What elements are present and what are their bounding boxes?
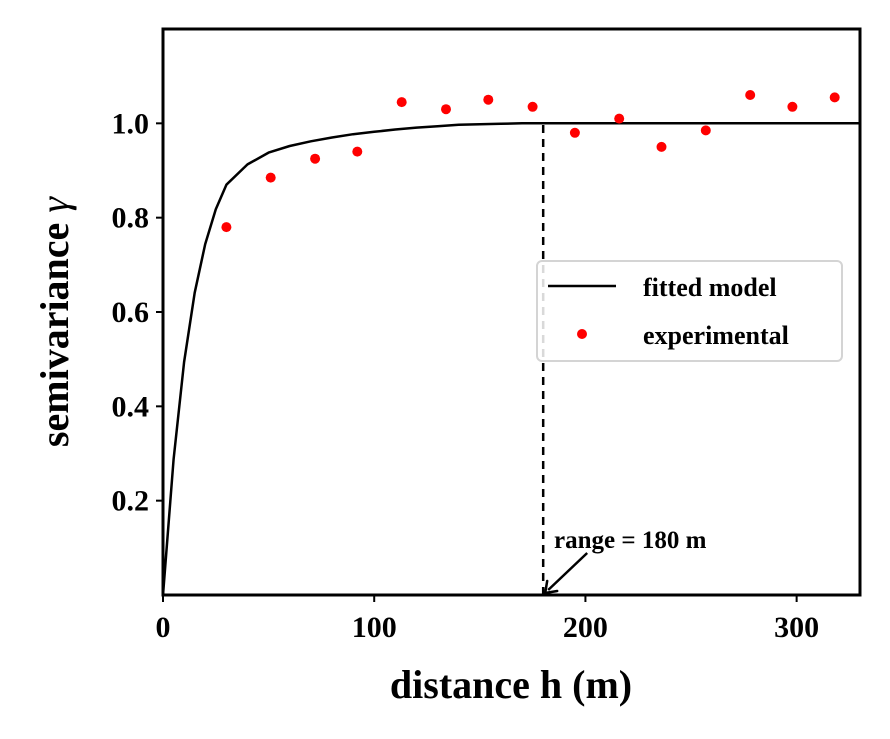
legend-marker-swatch [577,329,587,339]
experimental-point [483,94,494,105]
experimental-point [527,101,538,112]
y-axis-label-symbol: γ [32,196,77,213]
experimental-point [569,127,580,138]
range-annotation-arrowhead [543,579,559,595]
experimental-point [656,141,667,152]
legend: fitted model experimental [536,260,843,362]
y-tick-label: 0.2 [112,485,150,518]
experimental-point [700,125,711,136]
experimental-point [352,146,363,157]
experimental-point [396,97,407,108]
fitted-model-line [161,122,860,596]
legend-label-fitted-model: fitted model [643,273,777,302]
range-annotation-arrow [547,552,589,591]
experimental-point [441,104,451,115]
y-tick-label: 0.6 [112,296,150,329]
y-tick-label: 0.8 [112,202,150,235]
y-axis: 0.2 0.4 0.6 0.8 1.0 [112,107,163,518]
y-axis-label-text: semivariance [32,223,77,447]
y-tick-label: 0.4 [112,390,150,423]
experimental-point [787,101,798,112]
x-axis: 0 100 200 300 [156,595,819,644]
experimental-point [829,92,840,103]
x-axis-label: distance h (m) [390,662,632,707]
experimental-point [310,153,321,164]
experimental-point [265,172,276,183]
experimental-point [614,113,625,124]
y-tick-label: 1.0 [112,107,150,140]
plot-frame [161,27,862,597]
y-axis-label: semivariance γ [32,196,77,447]
plot-area [161,90,860,596]
experimental-point [221,222,232,233]
x-tick-label: 200 [563,611,608,644]
range-annotation-text: range = 180 m [554,527,707,554]
x-tick-label: 100 [352,611,397,644]
x-tick-label: 0 [156,611,171,644]
legend-label-experimental: experimental [643,321,789,350]
experimental-point [745,90,756,100]
x-tick-label: 300 [774,611,819,644]
